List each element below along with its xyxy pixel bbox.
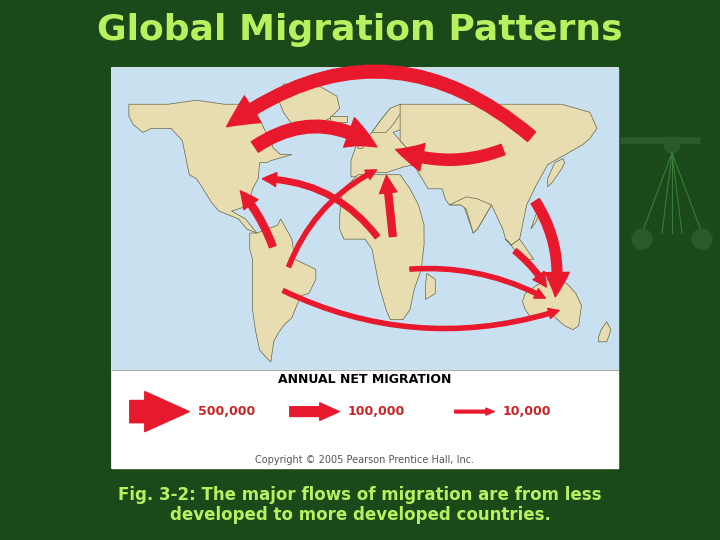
Circle shape: [632, 229, 652, 249]
Polygon shape: [449, 197, 492, 233]
Polygon shape: [278, 84, 340, 129]
Polygon shape: [523, 278, 582, 330]
FancyArrowPatch shape: [262, 173, 379, 239]
Text: 10,000: 10,000: [503, 405, 552, 418]
FancyArrowPatch shape: [455, 408, 494, 415]
Polygon shape: [351, 108, 418, 177]
Polygon shape: [426, 273, 436, 300]
Polygon shape: [548, 159, 564, 187]
Polygon shape: [372, 104, 405, 132]
Polygon shape: [531, 213, 539, 229]
FancyArrowPatch shape: [379, 176, 397, 237]
Polygon shape: [505, 239, 534, 259]
Polygon shape: [250, 219, 316, 362]
Text: Copyright © 2005 Pearson Prentice Hall, Inc.: Copyright © 2005 Pearson Prentice Hall, …: [256, 455, 474, 465]
Text: 100,000: 100,000: [348, 405, 405, 418]
Circle shape: [692, 229, 712, 249]
FancyArrowPatch shape: [240, 191, 276, 248]
Text: ANNUAL NET MIGRATION: ANNUAL NET MIGRATION: [279, 373, 451, 386]
Bar: [112, 68, 618, 468]
FancyArrowPatch shape: [287, 170, 377, 267]
Polygon shape: [356, 132, 365, 149]
FancyArrowPatch shape: [396, 144, 505, 171]
FancyArrowPatch shape: [531, 199, 570, 297]
Circle shape: [664, 137, 680, 153]
FancyArrowPatch shape: [410, 266, 545, 298]
FancyArrowPatch shape: [513, 249, 546, 287]
Polygon shape: [129, 100, 292, 233]
Polygon shape: [598, 322, 611, 342]
Bar: [112, 68, 618, 370]
FancyArrowPatch shape: [227, 65, 536, 141]
Polygon shape: [340, 175, 424, 320]
Text: Global Migration Patterns: Global Migration Patterns: [97, 13, 623, 47]
FancyArrowPatch shape: [289, 403, 339, 420]
Text: Fig. 3-2: The major flows of migration are from less
developed to more developed: Fig. 3-2: The major flows of migration a…: [118, 485, 602, 524]
FancyArrowPatch shape: [130, 392, 189, 431]
FancyArrowPatch shape: [251, 118, 377, 152]
Polygon shape: [400, 104, 597, 245]
FancyArrowPatch shape: [282, 289, 559, 330]
Polygon shape: [330, 116, 347, 123]
Bar: [112, 370, 618, 468]
Text: 500,000: 500,000: [198, 405, 256, 418]
